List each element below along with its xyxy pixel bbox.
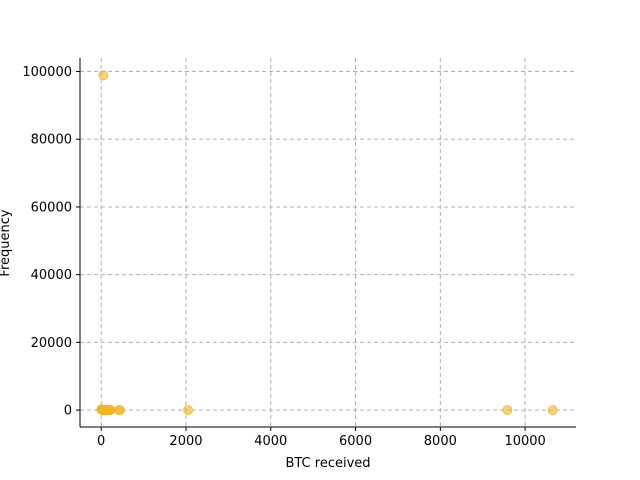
data-point bbox=[547, 405, 558, 416]
y-tick-label: 20000 bbox=[31, 336, 72, 351]
y-tick-label: 60000 bbox=[31, 200, 72, 215]
x-tick-label: 0 bbox=[97, 434, 105, 449]
data-point bbox=[183, 405, 194, 416]
x-tick-label: 8000 bbox=[424, 434, 457, 449]
data-point bbox=[114, 405, 125, 416]
grid-lines bbox=[80, 58, 576, 427]
data-point bbox=[98, 70, 109, 81]
y-axis-label: Frequency bbox=[0, 209, 13, 276]
data-point bbox=[105, 405, 116, 416]
y-tick-label: 100000 bbox=[22, 65, 72, 80]
y-tick-label: 80000 bbox=[31, 133, 72, 148]
y-tick-label: 0 bbox=[64, 404, 72, 419]
y-tick-label: 40000 bbox=[31, 268, 72, 283]
ticks: 0 2000 4000 6000 8000 10000020000400006000080… bbox=[22, 65, 545, 449]
x-axis-label: BTC received bbox=[285, 456, 370, 471]
data-points bbox=[96, 70, 558, 416]
x-tick-label: 2000 bbox=[169, 434, 202, 449]
data-point bbox=[502, 405, 513, 416]
axes bbox=[79, 58, 576, 428]
x-tick-label: 4000 bbox=[254, 434, 287, 449]
x-tick-label: 10000 bbox=[504, 434, 545, 449]
x-tick-label: 6000 bbox=[339, 434, 372, 449]
